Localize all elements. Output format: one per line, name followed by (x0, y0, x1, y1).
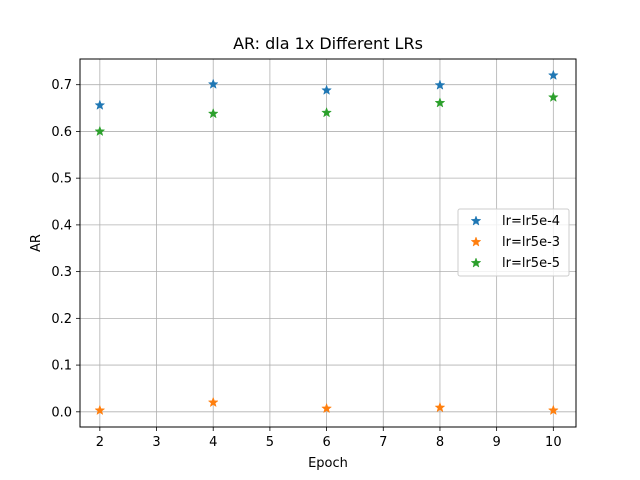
legend-label-lr5e-3: lr=lr5e-3 (502, 235, 560, 250)
data-points (94, 69, 559, 416)
data-point-series-1 (434, 401, 446, 413)
legend-label-lr5e-5: lr=lr5e-5 (502, 256, 560, 271)
y-tick-label: 0.2 (51, 312, 72, 327)
y-tick-label: 0.4 (51, 218, 72, 233)
y-axis-title: AR (29, 234, 44, 252)
x-tick-label: 7 (379, 435, 387, 450)
data-point-series-0 (434, 79, 446, 90)
data-point-series-0 (207, 78, 219, 89)
data-point-series-0 (94, 99, 106, 110)
chart-title: AR: dla 1x Different LRs (233, 34, 423, 53)
x-tick-label: 10 (545, 435, 562, 450)
legend: lr=lr5e-4 lr=lr5e-3 lr=lr5e-5 (457, 208, 570, 277)
data-point-series-2 (321, 107, 333, 118)
plot-frame (79, 58, 577, 428)
legend-label-lr5e-4: lr=lr5e-4 (502, 214, 560, 229)
data-point-series-1 (207, 396, 219, 408)
x-tick-label: 4 (209, 435, 217, 450)
y-tick-label: 0.5 (51, 172, 72, 187)
y-tick-label: 0.3 (51, 265, 72, 280)
legend-marker-series-1 (470, 236, 482, 247)
x-tick-label: 5 (266, 435, 274, 450)
data-point-series-1 (94, 404, 106, 416)
data-point-series-0 (321, 84, 333, 95)
data-point-series-2 (207, 107, 219, 119)
x-tick-label: 8 (436, 435, 444, 450)
data-point-series-2 (547, 91, 559, 102)
x-axis-title: Epoch (308, 456, 348, 471)
legend-marker-series-0 (470, 215, 482, 226)
x-tick-label: 3 (152, 435, 160, 450)
axis-ticks: 2 3 4 5 6 7 8 9 10 0.0 0.1 0.2 0.3 0.4 0.5 0.6 0.7 (51, 78, 561, 450)
legend-marker-series-2 (470, 257, 482, 268)
legend-frame (457, 208, 570, 277)
x-tick-label: 2 (96, 435, 104, 450)
data-point-series-1 (547, 404, 559, 416)
y-tick-label: 0.1 (51, 359, 72, 374)
y-tick-label: 0.6 (51, 125, 72, 140)
data-point-series-1 (321, 402, 333, 414)
x-tick-label: 6 (322, 435, 330, 450)
data-point-series-2 (434, 97, 446, 108)
x-tick-label: 9 (492, 435, 500, 450)
y-tick-label: 0.7 (51, 78, 72, 93)
data-point-series-2 (94, 125, 106, 137)
data-point-series-0 (547, 69, 559, 80)
y-tick-label: 0.0 (51, 405, 72, 420)
